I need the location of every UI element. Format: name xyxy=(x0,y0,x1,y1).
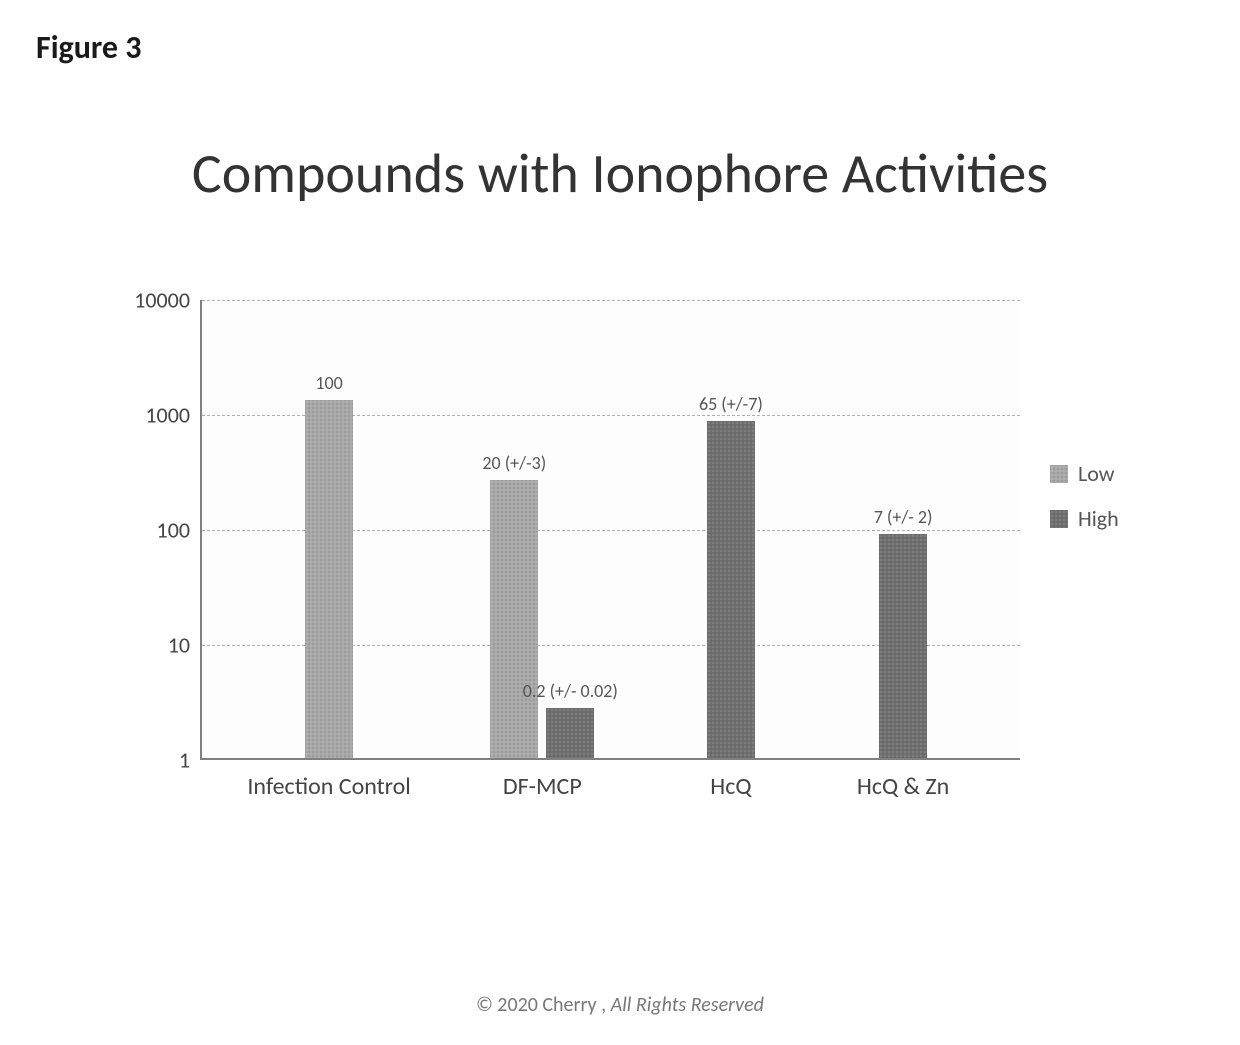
copyright: © 2020 Cherry , All Rights Reserved xyxy=(0,993,1240,1017)
legend: Low High xyxy=(1050,460,1119,550)
category-label-hcq: HcQ xyxy=(641,772,821,802)
bar-df_mcp-low: 20 (+/-3) xyxy=(490,480,538,758)
legend-item-high: High xyxy=(1050,505,1119,532)
gridline xyxy=(202,300,1020,301)
bar-label: 7 (+/- 2) xyxy=(874,506,933,528)
y-tick-label: 1000 xyxy=(145,402,190,429)
plot-area: 110100100010000100Infection Control20 (+… xyxy=(200,300,1020,760)
y-tick-label: 1 xyxy=(179,747,190,774)
y-tick-label: 100 xyxy=(157,517,190,544)
y-tick-label: 10 xyxy=(168,632,190,659)
legend-label-high: High xyxy=(1078,505,1119,532)
bar-hcq-high: 65 (+/-7) xyxy=(707,421,755,758)
bar-hcq_zn-high: 7 (+/- 2) xyxy=(879,534,927,758)
chart-container: 110100100010000100Infection Control20 (+… xyxy=(80,300,1180,860)
bar-label: 100 xyxy=(315,372,342,394)
bar-label: 20 (+/-3) xyxy=(482,452,546,474)
figure-label: Figure 3 xyxy=(36,28,141,67)
category-label-df_mcp: DF-MCP xyxy=(452,772,632,802)
legend-swatch-high xyxy=(1050,510,1068,528)
category-label-hcq_zn: HcQ & Zn xyxy=(813,772,993,802)
copyright-italic: All Rights Reserved xyxy=(611,993,764,1017)
bar-label: 0.2 (+/- 0.02) xyxy=(523,680,618,702)
legend-label-low: Low xyxy=(1078,460,1115,487)
category-label-infection_control: Infection Control xyxy=(239,772,419,802)
copyright-prefix: © 2020 Cherry , xyxy=(476,993,611,1017)
bar-df_mcp-high: 0.2 (+/- 0.02) xyxy=(546,708,594,758)
bar-label: 65 (+/-7) xyxy=(699,393,763,415)
y-tick-label: 10000 xyxy=(134,287,190,314)
chart-title: Compounds with Ionophore Activities xyxy=(0,140,1240,208)
legend-swatch-low xyxy=(1050,465,1068,483)
legend-item-low: Low xyxy=(1050,460,1119,487)
bar-infection_control-low: 100 xyxy=(305,400,353,758)
